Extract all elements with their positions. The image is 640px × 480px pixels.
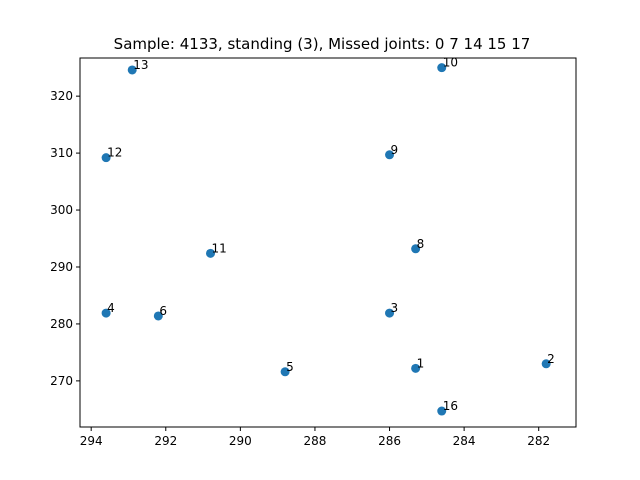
x-tick-label: 294: [80, 434, 103, 448]
data-point: [437, 406, 447, 416]
y-tick-label: 290: [50, 260, 73, 274]
data-point: [411, 363, 421, 373]
x-tick-label: 286: [378, 434, 401, 448]
data-point: [541, 359, 551, 369]
data-point: [101, 153, 111, 163]
data-point: [385, 308, 395, 318]
data-point: [101, 308, 111, 318]
y-axis: 270 280 290 300 310 320: [50, 89, 80, 388]
point-label: 16: [443, 399, 458, 413]
point-label: 13: [133, 58, 148, 72]
point-label: 8: [417, 237, 425, 251]
point-label: 11: [212, 241, 227, 255]
plot-frame: [79, 57, 577, 428]
data-point: [437, 63, 447, 73]
point-label: 4: [107, 301, 115, 315]
data-point: [280, 367, 290, 377]
point-label: 9: [391, 143, 399, 157]
x-tick-label: 290: [229, 434, 252, 448]
data-point: [206, 248, 216, 258]
point-label: 3: [391, 301, 399, 315]
y-tick-label: 300: [50, 203, 73, 217]
data-point: [411, 244, 421, 254]
x-tick-label: 282: [527, 434, 550, 448]
x-tick-label: 288: [303, 434, 326, 448]
y-tick-label: 320: [50, 89, 73, 103]
point-label: 5: [286, 360, 294, 374]
point-label: 12: [107, 146, 122, 160]
y-tick-label: 270: [50, 374, 73, 388]
data-point: [153, 311, 163, 321]
x-tick-label: 292: [154, 434, 177, 448]
y-tick-label: 280: [50, 317, 73, 331]
point-label: 1: [417, 356, 425, 370]
x-tick-label: 284: [453, 434, 476, 448]
point-label: 6: [159, 304, 167, 318]
data-point: [385, 150, 395, 160]
y-tick-label: 310: [50, 146, 73, 160]
x-axis: 294 292 290 288 286 284 282: [80, 427, 550, 448]
data-point: [127, 65, 137, 75]
point-label: 10: [443, 56, 458, 70]
point-label: 2: [547, 352, 555, 366]
chart-title: Sample: 4133, standing (3), Missed joint…: [114, 35, 531, 53]
